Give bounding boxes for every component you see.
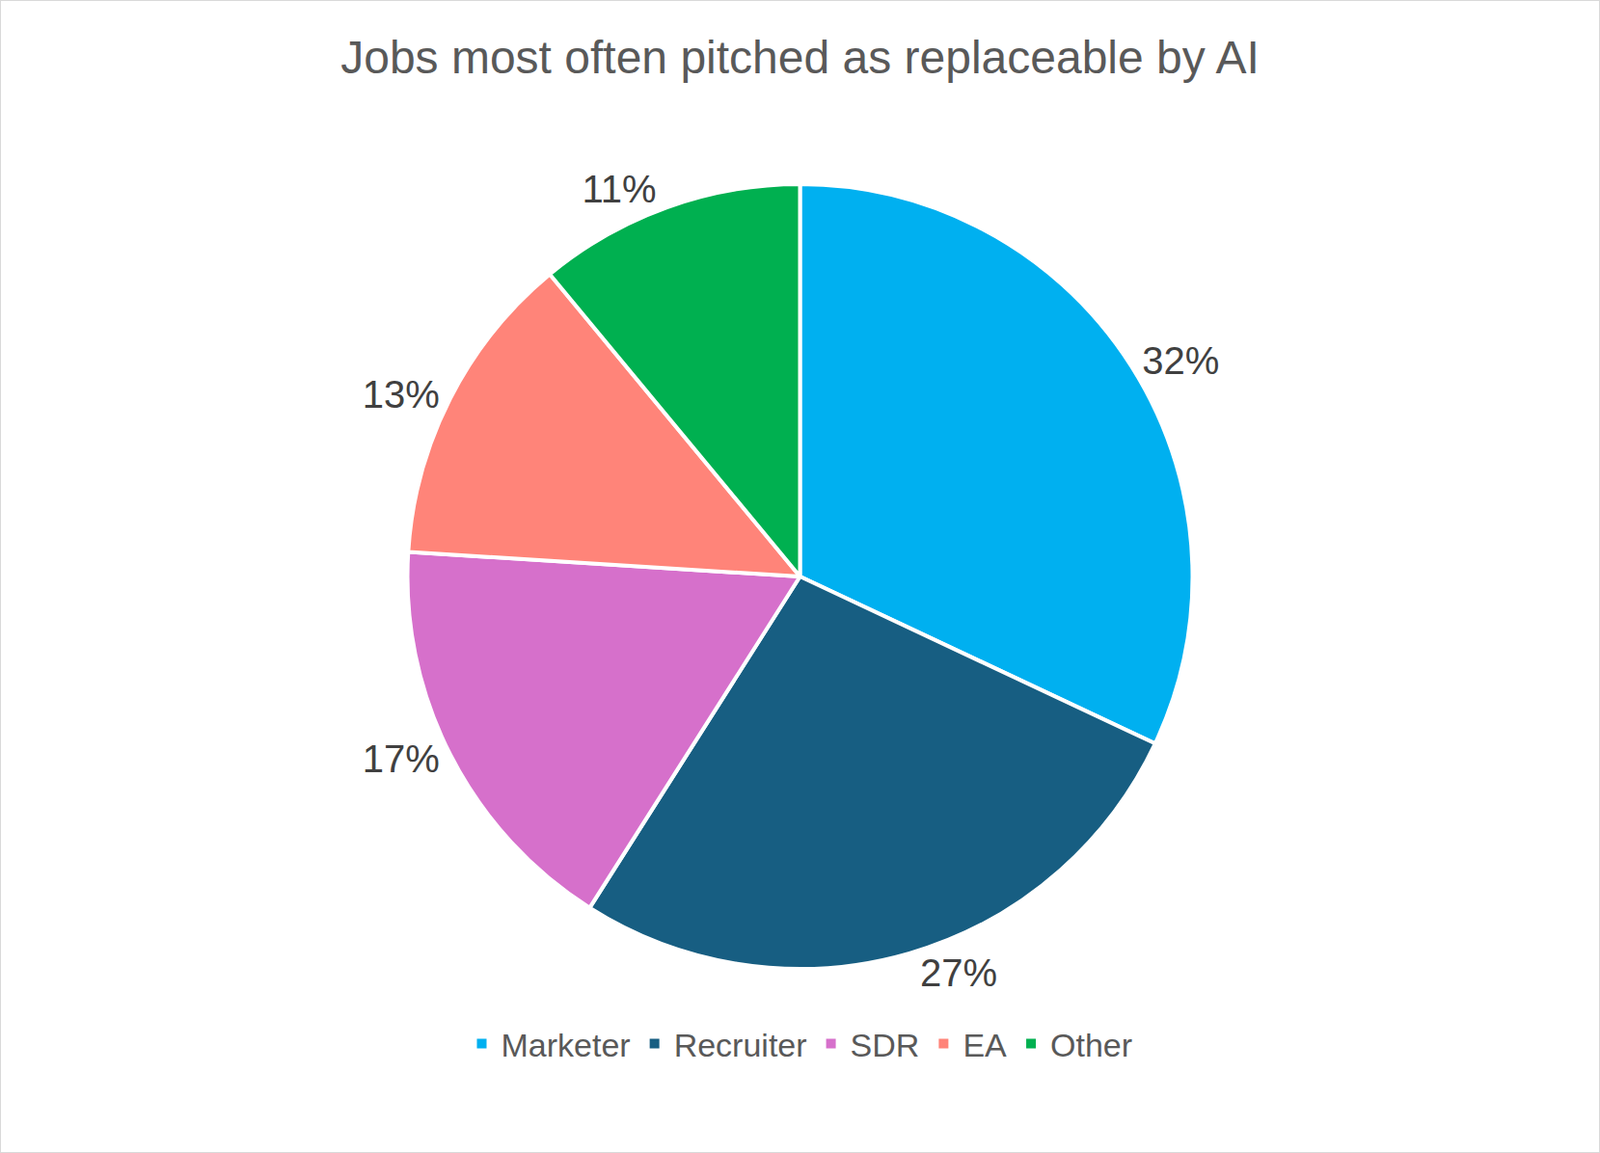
svg-text:13%: 13% <box>362 373 440 416</box>
svg-text:17%: 17% <box>362 737 440 781</box>
svg-text:SDR: SDR <box>850 1027 921 1064</box>
svg-text:Jobs most often pitched as rep: Jobs most often pitched as replaceable b… <box>340 31 1260 83</box>
svg-text:Other: Other <box>1050 1027 1133 1064</box>
svg-text:Recruiter: Recruiter <box>674 1027 808 1064</box>
svg-text:EA: EA <box>962 1027 1007 1064</box>
svg-text:11%: 11% <box>582 167 657 211</box>
svg-text:32%: 32% <box>1141 339 1220 382</box>
svg-text:Marketer: Marketer <box>501 1027 631 1064</box>
svg-text:27%: 27% <box>920 951 998 995</box>
